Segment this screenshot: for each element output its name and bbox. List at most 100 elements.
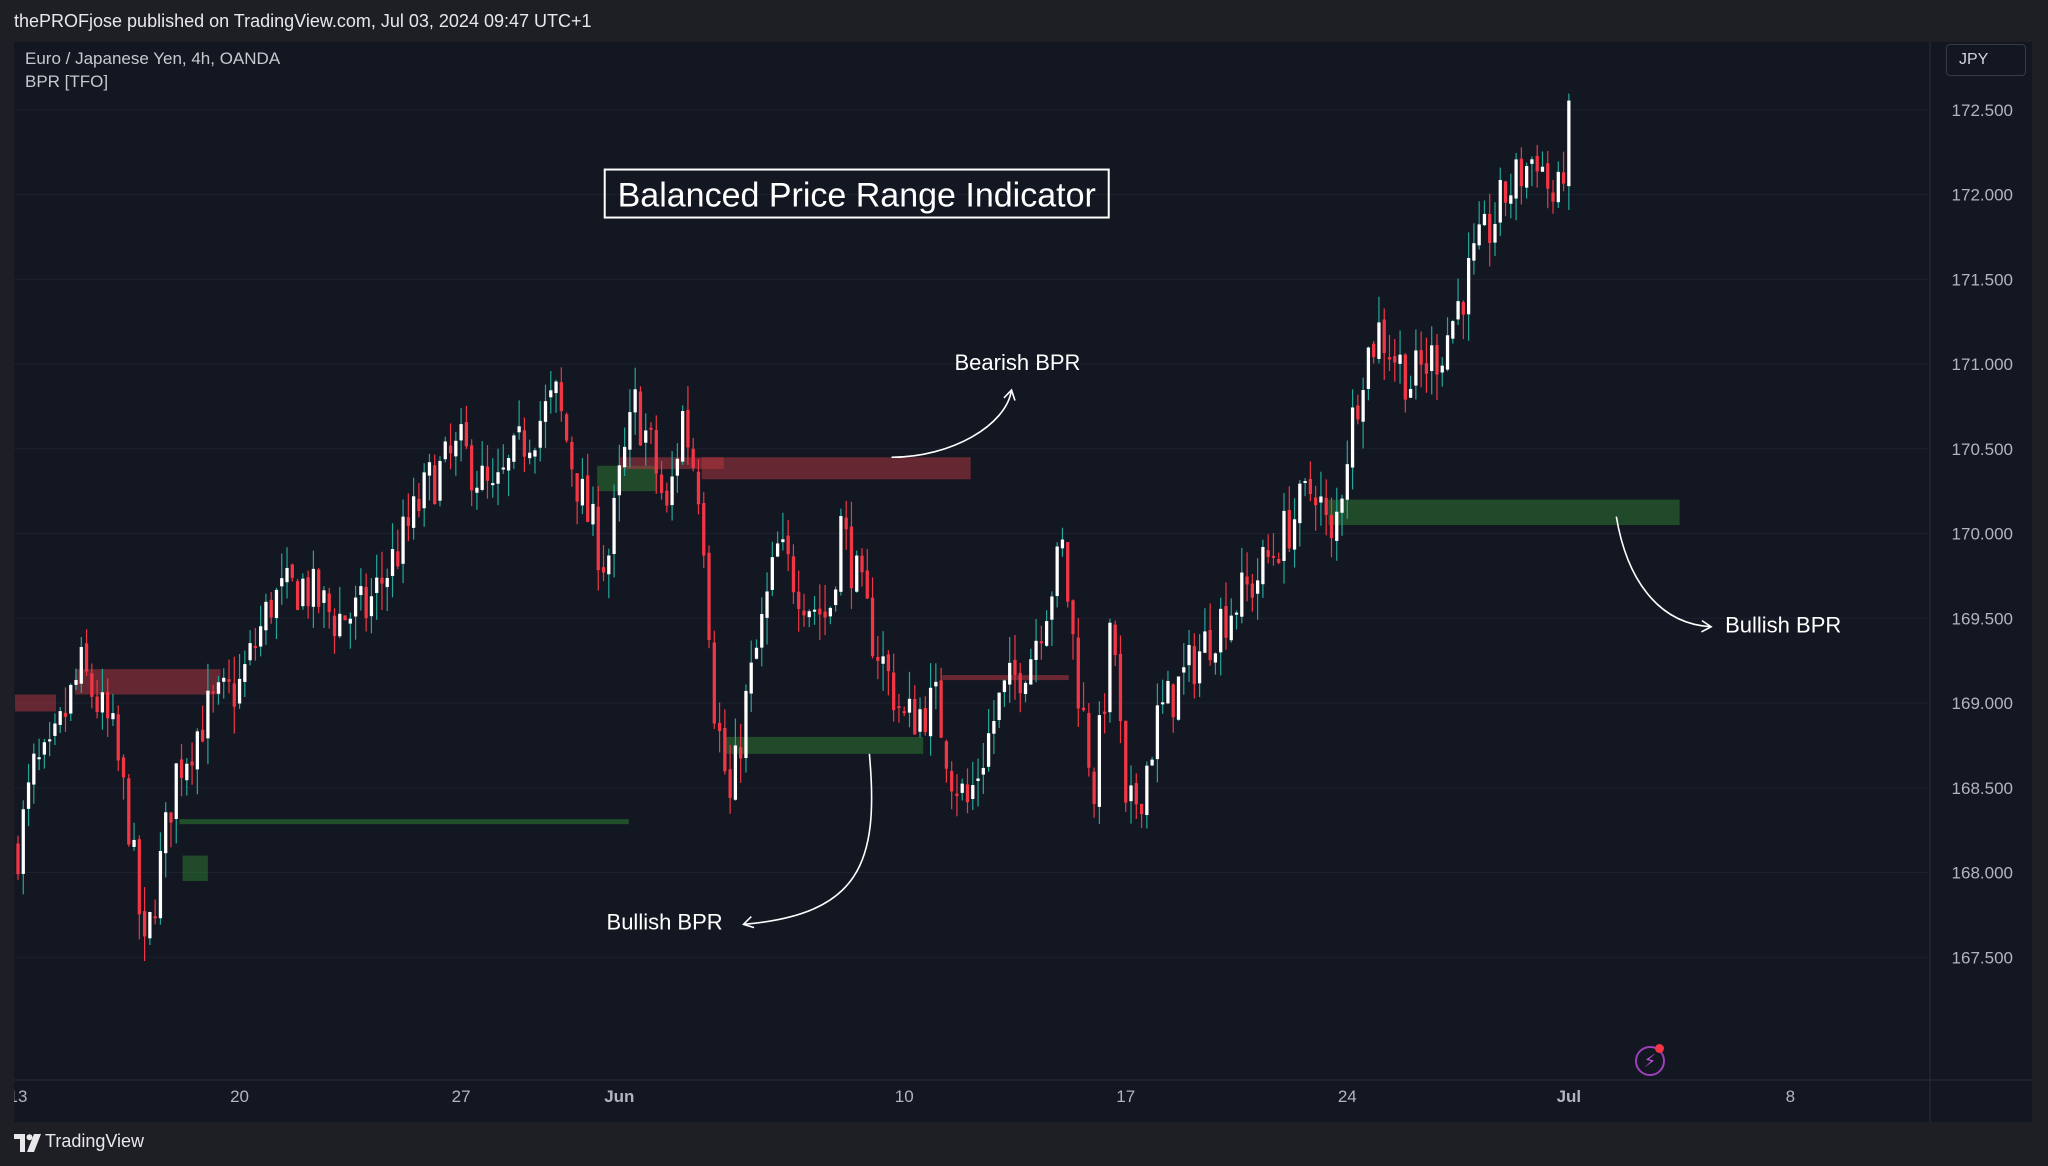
bull-candle bbox=[1029, 659, 1033, 685]
bear-candle bbox=[63, 712, 68, 717]
bull-candle bbox=[443, 441, 447, 460]
bear-candle bbox=[1103, 711, 1107, 714]
bull-candle bbox=[1255, 580, 1260, 594]
bull-candle bbox=[1366, 347, 1371, 389]
bear-candle bbox=[950, 771, 954, 792]
bull-candle bbox=[496, 472, 500, 484]
bear-candle bbox=[1245, 576, 1249, 585]
bull-candle bbox=[375, 577, 379, 593]
annotation-arrow bbox=[743, 753, 873, 926]
bear-candle bbox=[106, 692, 110, 719]
bull-candle bbox=[42, 742, 47, 755]
bull-candle bbox=[280, 578, 284, 587]
bull-candle bbox=[1335, 511, 1339, 541]
time-tick-label: 8 bbox=[1786, 1087, 1795, 1106]
bear-candle bbox=[939, 680, 943, 738]
bear-candle bbox=[448, 445, 453, 454]
indicator-legend[interactable]: BPR [TFO] bbox=[25, 72, 109, 91]
symbol-legend[interactable]: Euro / Japanese Yen, 4h, OANDA bbox=[25, 49, 281, 68]
bull-candle bbox=[1182, 667, 1186, 673]
bear-candle bbox=[739, 747, 743, 759]
bull-candle bbox=[543, 401, 548, 422]
bear-candle bbox=[1171, 684, 1175, 718]
bull-candle bbox=[206, 690, 210, 739]
bear-candle bbox=[849, 526, 854, 589]
bull-candle bbox=[833, 589, 838, 606]
bear-candle bbox=[1081, 707, 1086, 711]
bull-candle bbox=[1408, 388, 1413, 398]
bull-candle bbox=[285, 567, 289, 583]
bear-candle bbox=[232, 683, 236, 707]
bear-candle bbox=[1113, 624, 1117, 656]
bear-candle bbox=[596, 506, 600, 571]
bear-candle bbox=[965, 784, 970, 803]
bull-candle bbox=[1097, 715, 1102, 807]
bull-candle bbox=[1234, 612, 1239, 615]
time-tick-label: 20 bbox=[230, 1087, 249, 1106]
candles bbox=[16, 93, 1571, 962]
bear-candle bbox=[1277, 558, 1281, 563]
price-tick-label: 170.500 bbox=[1952, 440, 2013, 459]
bull-candle bbox=[427, 462, 432, 476]
bull-candle bbox=[454, 440, 458, 457]
bull-candle bbox=[501, 467, 505, 470]
bull-candle bbox=[100, 692, 105, 713]
time-tick-label: Jun bbox=[604, 1087, 634, 1106]
bear-candle bbox=[892, 672, 896, 711]
bear-candle bbox=[1356, 405, 1360, 420]
bull-candle bbox=[607, 555, 611, 575]
bull-candle bbox=[37, 757, 41, 760]
bear-candle bbox=[638, 391, 643, 446]
tradingview-brand[interactable]: TradingView bbox=[45, 1131, 145, 1151]
bull-candle bbox=[58, 711, 62, 725]
bull-candle bbox=[733, 745, 738, 800]
lightning-icon[interactable]: ⚡ bbox=[1635, 1046, 1665, 1076]
price-tick-label: 169.000 bbox=[1952, 694, 2013, 713]
candlestick-chart[interactable]: 172.500 172.000 171.500 171.000 170.500 170.0… bbox=[14, 42, 2032, 1122]
bull-candle bbox=[770, 557, 774, 590]
price-tick-label: 172.000 bbox=[1952, 186, 2013, 205]
bear-candle bbox=[1192, 646, 1196, 685]
bull-candle bbox=[422, 472, 426, 509]
bear-candle bbox=[564, 414, 569, 441]
bull-candle bbox=[971, 785, 975, 799]
bear-candle bbox=[1250, 583, 1254, 598]
bull-candle bbox=[760, 614, 764, 648]
bear-candle bbox=[142, 911, 147, 937]
bear-candle bbox=[1461, 302, 1465, 315]
time-tick-label: 17 bbox=[1116, 1087, 1135, 1106]
bear-candle bbox=[696, 471, 701, 505]
tradingview-logo-icon[interactable] bbox=[14, 1134, 42, 1152]
bear-candle bbox=[1314, 497, 1318, 506]
chart-title-box bbox=[603, 168, 1110, 219]
bull-candle bbox=[1166, 680, 1170, 704]
bull-candle bbox=[338, 613, 342, 637]
bear-candle bbox=[818, 608, 822, 615]
bear-candle bbox=[269, 599, 273, 618]
bear-candle bbox=[406, 517, 410, 526]
chart-panel[interactable]: 172.500 172.000 171.500 171.000 170.500 170.0… bbox=[14, 42, 2032, 1122]
bull-candle bbox=[1060, 539, 1065, 549]
bull-candle bbox=[1145, 765, 1149, 816]
bear-candle bbox=[343, 615, 347, 621]
bull-candle bbox=[775, 543, 780, 557]
bull-candle bbox=[644, 430, 648, 443]
bear-candle bbox=[306, 577, 310, 607]
bull-candle bbox=[997, 692, 1001, 721]
bull-candle bbox=[1345, 464, 1349, 500]
bullish-bpr-zone bbox=[182, 855, 208, 881]
bear-candle bbox=[364, 586, 368, 619]
bull-candle bbox=[158, 850, 163, 919]
bear-candle bbox=[1266, 550, 1270, 557]
bull-candle bbox=[174, 763, 178, 820]
bear-candle bbox=[575, 473, 579, 502]
bear-candle bbox=[1118, 653, 1123, 722]
bull-candle bbox=[533, 450, 537, 457]
currency-button[interactable]: JPY bbox=[1946, 44, 2026, 76]
bear-candle bbox=[380, 577, 384, 584]
annotation-arrow bbox=[891, 389, 1013, 459]
bull-candle bbox=[411, 496, 416, 528]
bull-candle bbox=[1023, 682, 1028, 694]
bull-candle bbox=[976, 778, 980, 781]
bull-candle bbox=[385, 577, 389, 588]
